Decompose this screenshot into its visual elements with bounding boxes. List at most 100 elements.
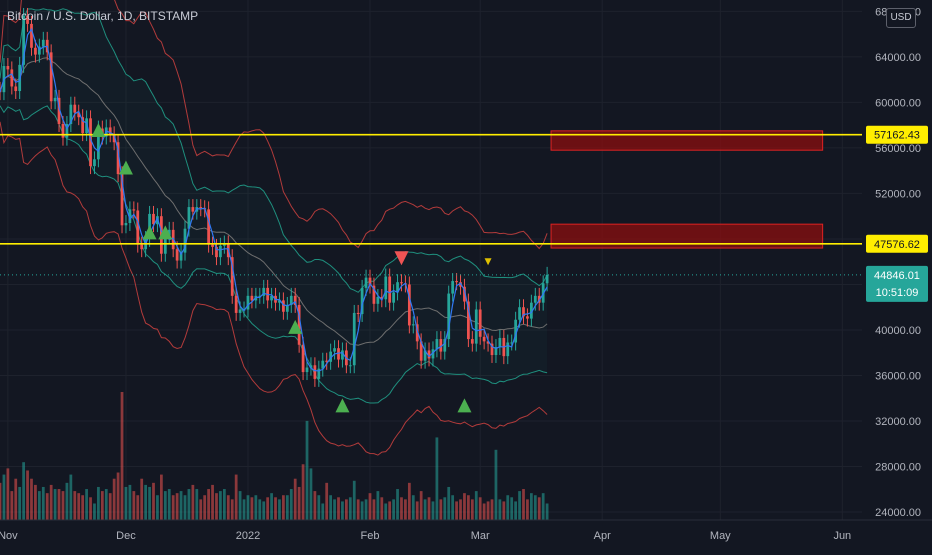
candle-body xyxy=(482,336,486,342)
volume-bar xyxy=(6,468,10,520)
price-tick-label: 24000.00 xyxy=(875,507,921,519)
buy-signal-marker xyxy=(118,160,133,175)
resistance-zones xyxy=(550,130,824,249)
time-tick-label: 2022 xyxy=(236,530,260,542)
volume-bar xyxy=(498,499,502,520)
candle-body xyxy=(411,324,415,326)
price-tick-label: 32000.00 xyxy=(875,416,921,428)
volume-bar xyxy=(470,499,474,520)
time-tick-label: Dec xyxy=(116,530,136,542)
volume-bar xyxy=(77,493,81,520)
candle-body xyxy=(447,293,451,340)
volume-bar xyxy=(384,503,388,520)
candle-body xyxy=(246,295,250,310)
resistance-zone xyxy=(550,223,824,249)
candle-body xyxy=(380,296,384,300)
volume-bar xyxy=(136,495,140,520)
volume-bar xyxy=(179,491,183,520)
time-tick-label: Mar xyxy=(471,530,490,542)
volume-bar xyxy=(45,493,49,520)
time-tick-label: Feb xyxy=(361,530,380,542)
volume-bar xyxy=(533,495,537,520)
candle-body xyxy=(529,302,533,319)
volume-bar xyxy=(140,478,144,520)
volume-bar xyxy=(352,480,356,520)
price-tick-label: 60000.00 xyxy=(875,97,921,109)
chart-title: Bitcoin / U.S. Dollar, 1D, BITSTAMP xyxy=(7,9,199,23)
volume-bar xyxy=(364,499,368,520)
volume-bar xyxy=(211,484,214,520)
sell-signal-marker xyxy=(484,258,492,266)
time-axis: Nov Dec 2022 Feb Mar Apr May Jun xyxy=(0,530,851,542)
volume-bar xyxy=(529,493,533,520)
candle-body xyxy=(384,276,388,300)
candle-body xyxy=(163,235,167,254)
price-axis-bg[interactable] xyxy=(862,0,932,520)
volume-bar xyxy=(49,484,53,520)
volume-bar xyxy=(278,499,281,520)
volume-bar xyxy=(222,489,226,520)
price-tick-label: 36000.00 xyxy=(875,370,921,382)
volume-bar xyxy=(57,489,61,520)
volume-bar xyxy=(10,491,14,520)
time-axis-bg[interactable] xyxy=(0,520,932,550)
candle-body xyxy=(451,281,455,294)
candle-body xyxy=(219,245,222,258)
candle-body xyxy=(341,350,344,360)
volume-bar xyxy=(325,482,329,520)
volume-bar xyxy=(467,495,470,520)
volume-bar xyxy=(537,497,541,520)
volume-bar xyxy=(348,497,352,520)
candle-body xyxy=(289,295,293,305)
candle-body xyxy=(293,295,297,305)
candle-body xyxy=(41,39,45,47)
volume-bar xyxy=(309,468,313,520)
resistance-zone xyxy=(550,130,824,151)
volume-bar xyxy=(297,486,301,520)
volume-bar xyxy=(262,501,266,520)
volume-bar xyxy=(195,489,199,520)
volume-bar xyxy=(313,491,317,520)
countdown-label: 10:51:09 xyxy=(876,287,919,299)
candle-body xyxy=(478,309,482,337)
candle-body xyxy=(120,174,124,226)
candle-body xyxy=(439,339,443,352)
candle-body xyxy=(474,309,478,344)
candle-body xyxy=(337,348,340,360)
volume-bar xyxy=(41,486,45,520)
candle-body xyxy=(407,284,411,326)
currency-button[interactable]: USD xyxy=(886,8,916,28)
time-tick-label: May xyxy=(710,530,731,542)
volume-bar xyxy=(120,392,124,520)
candle-body xyxy=(333,348,336,352)
candle-body xyxy=(301,344,305,373)
candle-body xyxy=(65,124,69,138)
candle-body xyxy=(26,15,29,24)
volume-bar xyxy=(93,503,96,520)
level-label-bg xyxy=(866,125,928,144)
candle-body xyxy=(14,86,18,92)
volume-bar xyxy=(400,497,403,520)
volume-bar xyxy=(266,497,270,520)
candle-body xyxy=(132,209,136,211)
volume-bar xyxy=(230,499,234,520)
volume-bar xyxy=(455,501,458,520)
price-tick-label: 40000.00 xyxy=(875,325,921,337)
volume-bar xyxy=(183,495,187,520)
volume-bar xyxy=(431,501,435,520)
volume-bar xyxy=(435,437,439,520)
time-tick-label: Apr xyxy=(594,530,611,542)
volume-bar xyxy=(447,486,451,520)
candle-body xyxy=(77,112,81,118)
candle-body xyxy=(73,104,77,113)
candle-body xyxy=(364,277,368,288)
volume-bar xyxy=(392,499,395,520)
candle-body xyxy=(423,350,427,361)
volume-bar xyxy=(380,497,384,520)
candle-body xyxy=(309,365,313,368)
price-tick-label: 52000.00 xyxy=(875,188,921,200)
candle-body xyxy=(230,257,234,296)
volume-bar xyxy=(132,491,136,520)
